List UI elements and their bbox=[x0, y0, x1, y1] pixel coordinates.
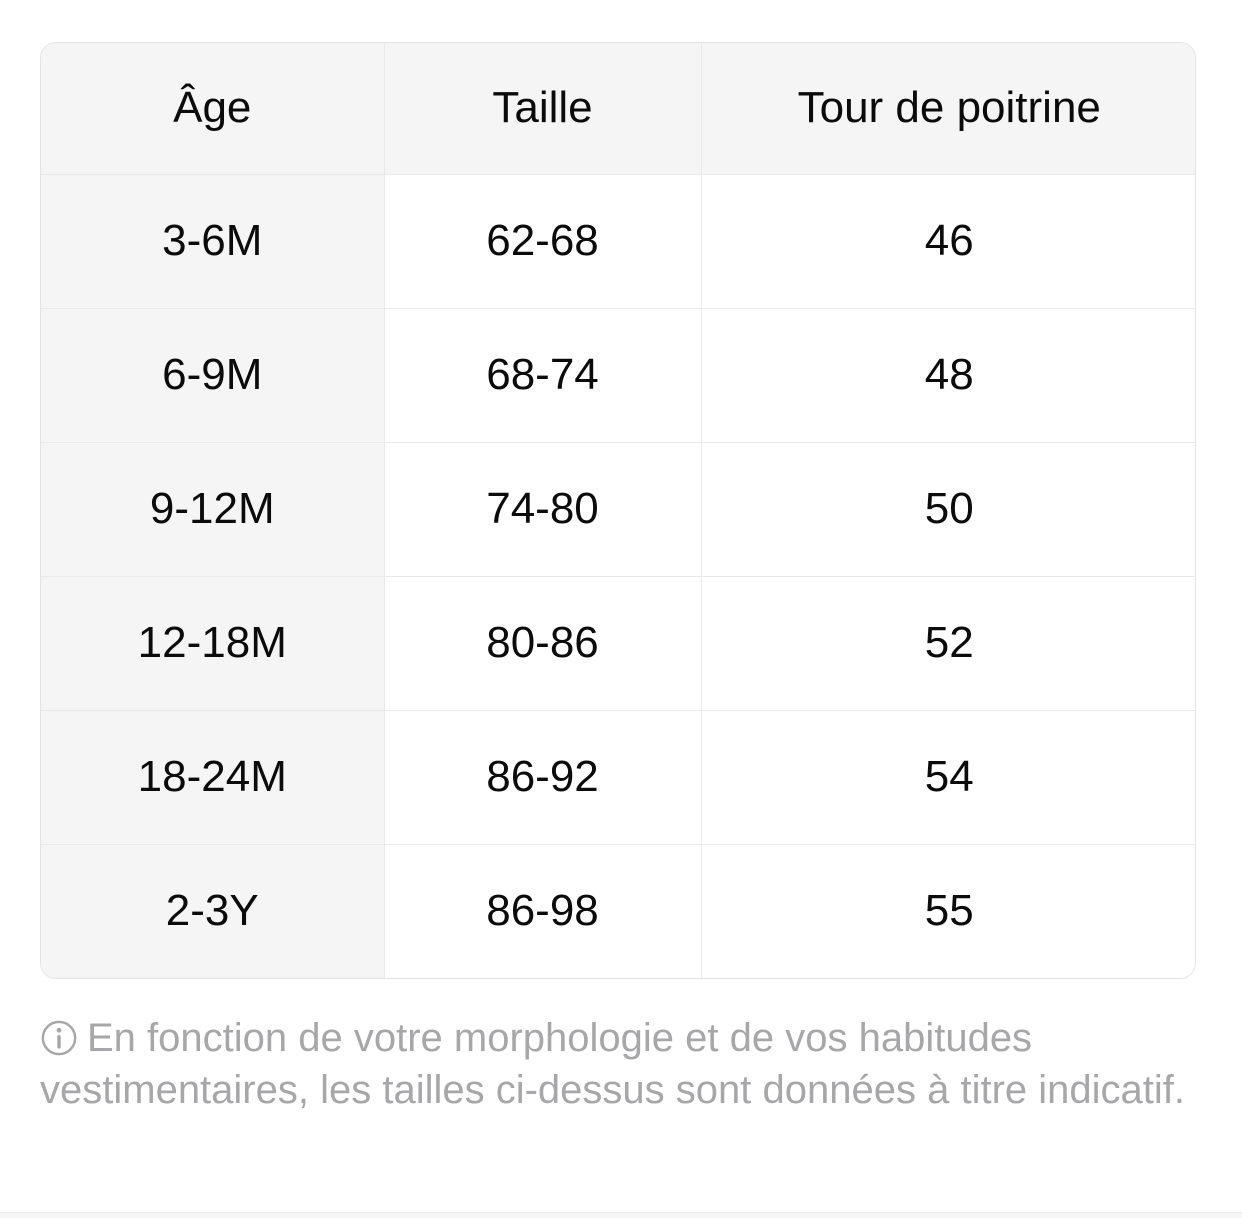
cell-chest: 52 bbox=[701, 576, 1195, 711]
cell-age: 18-24M bbox=[41, 710, 385, 845]
cell-chest: 48 bbox=[701, 308, 1195, 443]
header-cell-size: Taille bbox=[384, 43, 702, 175]
cell-size: 86-92 bbox=[384, 710, 702, 845]
table-row: 9-12M 74-80 50 bbox=[41, 442, 1195, 577]
sizing-disclaimer-note: En fonction de votre morphologie et de v… bbox=[40, 1012, 1196, 1116]
table-row: 12-18M 80-86 52 bbox=[41, 576, 1195, 711]
cell-age: 3-6M bbox=[41, 174, 385, 309]
cell-age: 12-18M bbox=[41, 576, 385, 711]
cell-size: 80-86 bbox=[384, 576, 702, 711]
table-row: 6-9M 68-74 48 bbox=[41, 308, 1195, 443]
cell-chest: 54 bbox=[701, 710, 1195, 845]
cell-age: 6-9M bbox=[41, 308, 385, 443]
cell-size: 74-80 bbox=[384, 442, 702, 577]
size-chart-table: Âge Taille Tour de poitrine 3-6M 62-68 4… bbox=[40, 42, 1196, 979]
table-row: 2-3Y 86-98 55 bbox=[41, 844, 1195, 978]
cell-size: 68-74 bbox=[384, 308, 702, 443]
table-row: 18-24M 86-92 54 bbox=[41, 710, 1195, 845]
cell-age: 2-3Y bbox=[41, 844, 385, 978]
cell-chest: 46 bbox=[701, 174, 1195, 309]
cell-size: 62-68 bbox=[384, 174, 702, 309]
cell-chest: 50 bbox=[701, 442, 1195, 577]
info-icon bbox=[41, 1020, 77, 1056]
cell-chest: 55 bbox=[701, 844, 1195, 978]
cell-age: 9-12M bbox=[41, 442, 385, 577]
next-section-edge bbox=[0, 1212, 1242, 1218]
cell-size: 86-98 bbox=[384, 844, 702, 978]
header-cell-chest: Tour de poitrine bbox=[701, 43, 1195, 175]
table-header-row: Âge Taille Tour de poitrine bbox=[41, 43, 1195, 175]
header-cell-age: Âge bbox=[41, 43, 385, 175]
sizing-disclaimer-text: En fonction de votre morphologie et de v… bbox=[40, 1016, 1185, 1112]
table-row: 3-6M 62-68 46 bbox=[41, 174, 1195, 309]
